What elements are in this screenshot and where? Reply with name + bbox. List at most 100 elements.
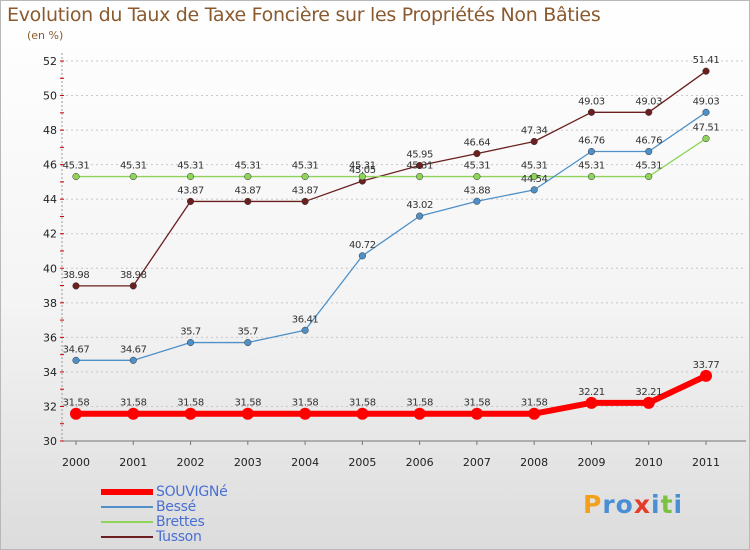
series-line-brettes: [76, 138, 707, 178]
data-label-tusson: 43.87: [292, 185, 319, 196]
y-tick-label: 34: [43, 366, 57, 379]
data-label-besse: 34.67: [120, 344, 147, 355]
data-label-tusson: 38.98: [63, 270, 90, 281]
legend-label: SOUVIGNé: [156, 484, 228, 500]
x-tick-label: 2009: [577, 456, 605, 469]
data-label-besse: 43.02: [406, 200, 433, 211]
data-point-tusson: [129, 282, 137, 290]
data-point-besse: [416, 212, 424, 220]
data-point-brettes: [645, 173, 653, 181]
data-label-tusson: 51.41: [693, 55, 720, 66]
data-point-brettes: [244, 173, 252, 181]
data-label-brettes: 45.31: [63, 161, 90, 172]
data-label-besse: 34.67: [63, 344, 90, 355]
data-point-besse: [72, 356, 80, 364]
data-label-besse: 40.72: [349, 240, 376, 251]
y-tick-label: 30: [43, 435, 57, 448]
data-point-brettes: [358, 173, 366, 181]
data-label-besse: 46.76: [578, 136, 605, 147]
data-point-souvigne: [470, 407, 483, 420]
data-point-besse: [702, 108, 710, 116]
data-point-brettes: [129, 173, 137, 181]
data-label-tusson: 45.05: [349, 165, 376, 176]
data-point-tusson: [72, 282, 80, 290]
data-point-tusson: [587, 108, 596, 116]
logo-letter: P: [583, 490, 603, 519]
data-point-besse: [358, 252, 366, 260]
data-label-souvigne: 31.58: [521, 398, 548, 409]
x-tick-label: 2001: [119, 456, 147, 469]
data-label-brettes: 45.31: [635, 161, 662, 172]
data-point-tusson: [244, 197, 252, 205]
y-tick-label: 50: [43, 90, 57, 103]
y-tick-label: 44: [43, 193, 57, 206]
x-tick-label: 2003: [234, 456, 262, 469]
data-point-besse: [301, 326, 309, 334]
data-point-souvigne: [299, 407, 312, 420]
data-label-souvigne: 31.58: [120, 398, 147, 409]
data-point-souvigne: [127, 407, 140, 420]
data-label-tusson: 49.03: [578, 96, 605, 107]
y-tick-label: 36: [43, 331, 57, 344]
logo-letter: i: [651, 490, 661, 519]
data-point-souvigne: [70, 407, 82, 420]
data-label-souvigne: 31.58: [406, 398, 433, 409]
data-point-souvigne: [413, 407, 426, 420]
data-label-souvigne: 31.58: [234, 398, 261, 409]
data-label-brettes: 47.51: [693, 123, 720, 134]
y-tick-label: 40: [43, 262, 57, 275]
y-tick-label: 42: [43, 228, 57, 241]
data-label-souvigne: 32.21: [578, 387, 605, 398]
data-label-brettes: 45.31: [521, 161, 548, 172]
series-line-besse: [76, 111, 707, 361]
data-point-brettes: [186, 173, 195, 181]
x-tick-label: 2011: [692, 456, 720, 469]
data-point-souvigne: [184, 407, 197, 420]
data-point-brettes: [530, 173, 538, 181]
legend-swatch: [101, 506, 153, 508]
data-point-tusson: [702, 67, 710, 75]
data-label-souvigne: 31.58: [63, 398, 90, 409]
data-point-brettes: [416, 173, 424, 181]
x-tick-label: 2010: [635, 456, 663, 469]
data-point-tusson: [645, 108, 653, 116]
data-label-tusson: 43.87: [234, 185, 261, 196]
logo-letter: r: [602, 490, 616, 519]
data-point-tusson: [186, 197, 195, 205]
data-point-brettes: [587, 173, 596, 181]
chart-title: Evolution du Taux de Taxe Foncière sur l…: [7, 4, 601, 26]
data-label-brettes: 45.31: [464, 161, 491, 172]
data-point-souvigne: [356, 407, 369, 420]
data-label-besse: 36.41: [292, 314, 319, 325]
legend-label: Tusson: [156, 529, 202, 545]
data-label-besse: 44.54: [521, 174, 548, 185]
x-tick-label: 2007: [463, 456, 491, 469]
y-tick-label: 38: [43, 297, 57, 310]
legend-swatch: [101, 521, 153, 523]
data-point-souvigne: [241, 407, 254, 420]
data-label-brettes: 45.31: [292, 161, 319, 172]
data-label-brettes: 45.31: [578, 161, 605, 172]
y-tick-label: 48: [43, 124, 57, 137]
data-label-besse: 43.88: [464, 185, 491, 196]
data-label-souvigne: 31.58: [177, 398, 204, 409]
data-label-besse: 46.76: [635, 136, 662, 147]
y-tick-label: 32: [43, 400, 57, 413]
legend-label: Bessé: [156, 499, 196, 515]
data-label-brettes: 45.31: [177, 161, 204, 172]
data-label-tusson: 46.64: [464, 138, 491, 149]
data-point-besse: [587, 147, 596, 156]
data-point-besse: [186, 338, 195, 347]
data-label-brettes: 45.31: [406, 161, 433, 172]
x-tick-label: 2004: [291, 456, 319, 469]
proxiti-logo: Proxiti: [583, 490, 683, 519]
legend-swatch: [101, 536, 153, 538]
x-tick-label: 2008: [520, 456, 548, 469]
data-point-besse: [530, 186, 538, 194]
data-point-souvigne: [700, 369, 712, 382]
x-tick-label: 2000: [62, 456, 90, 469]
data-point-tusson: [301, 197, 309, 205]
data-label-brettes: 45.31: [234, 161, 261, 172]
